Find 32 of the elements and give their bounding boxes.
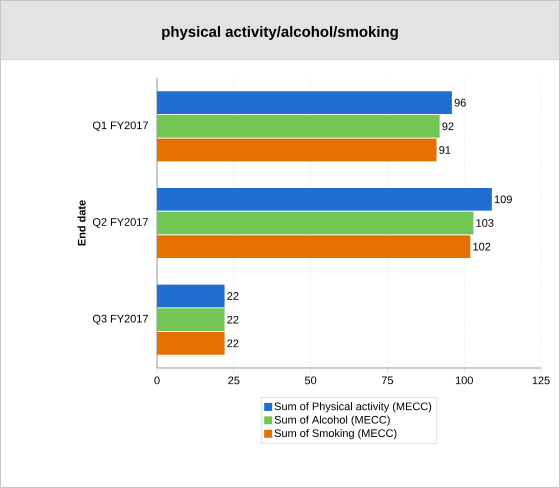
data-label: 102 [473, 242, 490, 251]
x-tick-label: 25 [228, 376, 240, 384]
legend-label: Sum of Physical activity (MECC) [274, 402, 432, 412]
bar [157, 212, 474, 234]
x-tick-label: 50 [304, 376, 316, 384]
data-label: 22 [227, 292, 238, 300]
x-tick-label: 100 [456, 376, 473, 384]
y-axis-title: End date [78, 200, 86, 246]
bar [157, 138, 437, 162]
y-tick-label: Q3 FY2017 [92, 314, 148, 325]
bar [157, 188, 492, 211]
data-label: 22 [227, 316, 238, 324]
bar [157, 332, 225, 355]
x-tick-label: 125 [532, 376, 550, 384]
y-tick-label: Q1 FY2017 [92, 121, 148, 132]
data-label: 22 [227, 340, 238, 348]
bar [157, 91, 452, 114]
data-label: 91 [439, 146, 450, 154]
bar [157, 235, 470, 258]
data-label: 92 [442, 122, 454, 130]
legend-label: Sum of Alcohol (MECC) [274, 416, 390, 426]
legend-label: Sum of Smoking (MECC) [274, 429, 396, 440]
y-tick-label: Q2 FY2017 [92, 218, 148, 228]
data-label: 103 [476, 219, 494, 227]
data-label: 109 [494, 195, 512, 204]
x-tick-label: 75 [382, 376, 394, 384]
chart-title: physical activity/alcohol/smoking [162, 26, 398, 40]
x-tick-label: 0 [154, 376, 160, 384]
data-label: 96 [454, 98, 466, 107]
bar [157, 114, 440, 138]
bar [157, 284, 225, 308]
bar [157, 308, 225, 332]
